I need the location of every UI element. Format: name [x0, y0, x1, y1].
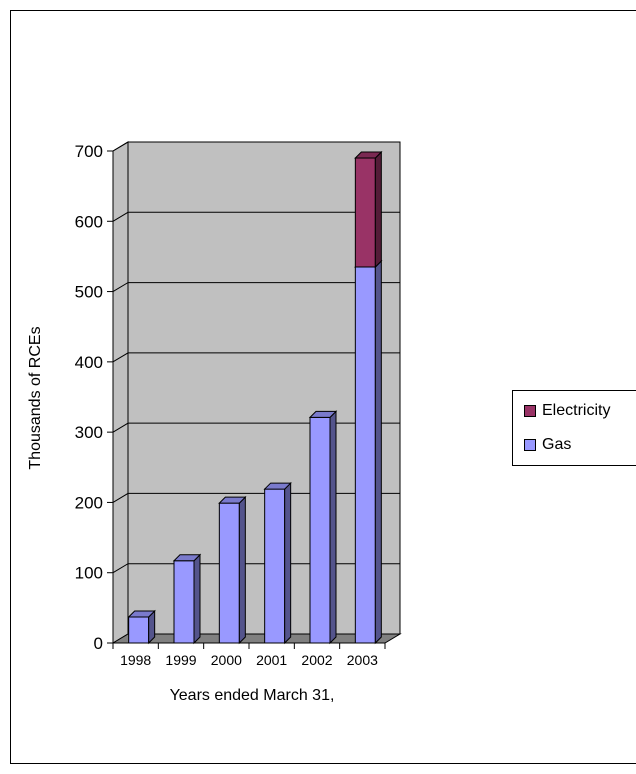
bars	[127, 150, 383, 645]
x-tick-label: 2001	[256, 652, 287, 668]
y-tick-label: 200	[75, 493, 103, 512]
bar-gas-2001	[263, 481, 292, 645]
bar-top	[127, 610, 156, 618]
y-tick-label: 300	[75, 423, 103, 442]
x-tick-label: 1998	[120, 652, 151, 668]
bar-top	[354, 151, 383, 159]
gridlines	[112, 141, 400, 574]
bar-front	[173, 560, 195, 644]
x-tick-label: 2000	[211, 652, 242, 668]
y-axis-title: Thousands of RCEs	[27, 326, 44, 469]
y-tick-label: 100	[75, 564, 103, 583]
legend-item-gas: Gas	[524, 436, 571, 454]
y-tick-label: 500	[75, 283, 103, 302]
bar-gas-1998	[127, 609, 156, 645]
x-axis-title: Years ended March 31,	[170, 687, 335, 704]
plot-walls	[111, 141, 402, 644]
y-tick-label: 0	[94, 634, 103, 653]
gridline	[112, 492, 400, 503]
legend-swatch-electricity	[524, 405, 536, 417]
legend: Electricity Gas	[512, 390, 636, 466]
bar-top	[263, 482, 292, 490]
y-tick-label: 600	[75, 212, 103, 231]
gridline	[112, 422, 400, 433]
bar-side	[374, 259, 382, 645]
gridline	[112, 141, 400, 152]
gridline	[112, 563, 400, 574]
legend-label-gas: Gas	[542, 436, 572, 453]
y-tick-label: 700	[75, 142, 103, 161]
bar-side	[193, 553, 201, 645]
bar-gas-2000	[218, 495, 247, 645]
bar-front	[264, 488, 286, 644]
bar-top	[218, 496, 247, 504]
x-tick-label: 2003	[347, 652, 378, 668]
bar-top	[308, 410, 338, 418]
y-tick-label: 400	[75, 353, 103, 372]
bar-side	[374, 150, 382, 269]
bar-side	[284, 481, 292, 645]
bar-gas-2002	[308, 410, 338, 645]
gridline	[112, 211, 400, 222]
bar-front	[309, 416, 331, 644]
bar-front	[218, 502, 240, 644]
gridline	[112, 282, 400, 293]
bar-front	[354, 266, 376, 644]
bar-side	[329, 410, 337, 645]
legend-label-electricity: Electricity	[542, 402, 611, 419]
bar-front	[128, 616, 150, 644]
bar-top	[172, 554, 202, 562]
back-wall	[127, 141, 401, 635]
bar-electricity-2003	[354, 150, 383, 269]
x-tick-label: 2002	[301, 652, 332, 668]
bar-side	[238, 495, 246, 645]
bar-front	[354, 157, 376, 268]
axes	[107, 150, 386, 649]
bar-gas-2003	[354, 259, 383, 645]
legend-item-electricity: Electricity	[524, 402, 610, 420]
bar-gas-1999	[172, 553, 202, 645]
x-tick-label: 1999	[165, 652, 196, 668]
y-tick-labels: 0 100 200 300 400 500 600 700	[75, 142, 103, 653]
x-tick-labels: 1998 1999 2000 2001 2002 2003	[120, 652, 378, 668]
legend-swatch-gas	[524, 439, 536, 451]
chart-frame	[10, 10, 636, 764]
gridline	[112, 352, 400, 363]
